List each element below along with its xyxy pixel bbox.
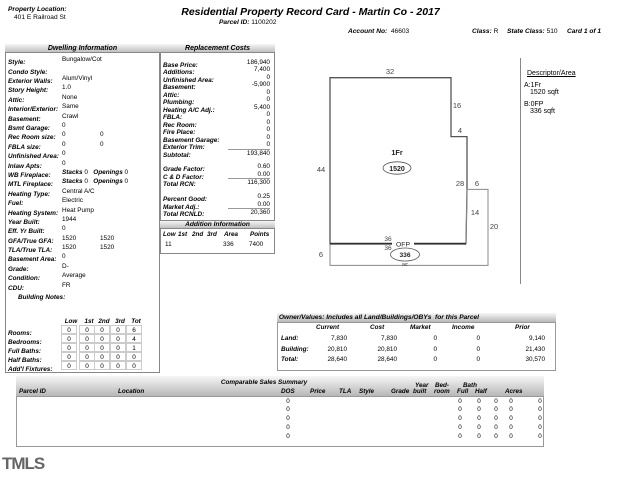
svg-text:32: 32	[386, 67, 394, 76]
svg-text:wc: wc	[402, 262, 409, 268]
svg-text:6: 6	[319, 250, 323, 259]
svg-text:16: 16	[453, 101, 461, 110]
svg-text:28: 28	[456, 179, 464, 188]
svg-text:14: 14	[471, 208, 479, 217]
svg-text:4: 4	[458, 126, 462, 135]
svg-text:44: 44	[317, 165, 325, 174]
svg-text:OFP: OFP	[396, 242, 410, 249]
svg-text:36: 36	[384, 245, 392, 252]
svg-text:6: 6	[475, 179, 479, 188]
svg-text:20: 20	[490, 222, 498, 231]
svg-text:1520: 1520	[389, 166, 405, 173]
svg-text:1Fr: 1Fr	[391, 148, 403, 157]
svg-text:36: 36	[384, 236, 392, 243]
svg-text:336: 336	[399, 252, 410, 259]
